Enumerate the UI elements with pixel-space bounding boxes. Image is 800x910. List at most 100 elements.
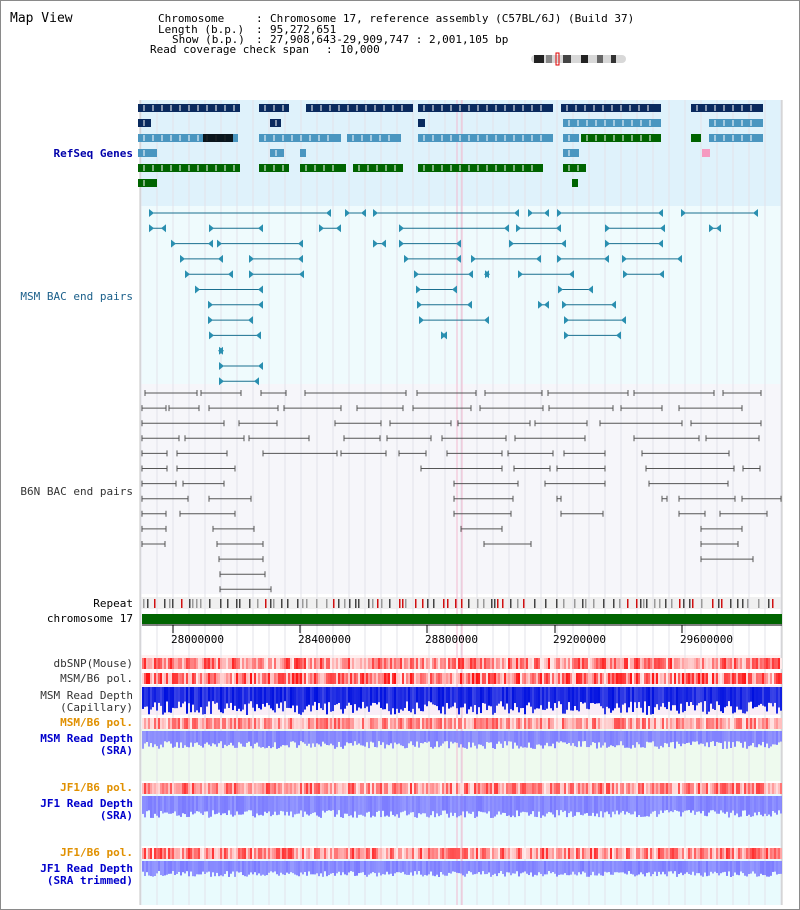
msm-sra-depth-bar (510, 731, 512, 742)
jf1-b6-pol-2-cell (474, 848, 476, 859)
msm-b6-pol-cell (252, 673, 254, 684)
jf1-sra-depth-bar (184, 796, 186, 815)
msm-sra-depth-bar (256, 731, 258, 743)
jf1-b6-pol-2-cell (522, 848, 524, 859)
msm-b6-pol-2-cell (160, 718, 162, 729)
msm-sra-depth-bar (344, 731, 346, 746)
track-label-msm-b6-pol[interactable]: MSM/B6 pol. (60, 672, 133, 685)
msm-sra-depth-bar (470, 731, 472, 748)
repeat-element (455, 599, 457, 608)
jf1-trim-depth-bar (160, 861, 162, 876)
refseq-gene (347, 134, 401, 142)
jf1-b6-pol-cell (610, 783, 612, 794)
jf1-b6-pol-2-cell (722, 848, 724, 859)
msm-b6-pol-2-cell (394, 718, 396, 729)
track-label-jf1-read-depth-sra[interactable]: JF1 Read Depth (40, 797, 133, 810)
refseq-gene (306, 104, 413, 112)
msm-b6-pol-2-cell (342, 718, 344, 729)
track-label-msm-bac-end-pairs[interactable]: MSM BAC end pairs (20, 290, 133, 303)
track-label-dbsnp[interactable]: dbSNP(Mouse) (53, 657, 133, 670)
jf1-b6-pol-cell (340, 783, 342, 794)
track-label-jf1-b6-pol[interactable]: JF1/B6 pol. (60, 781, 133, 794)
jf1-b6-pol-cell (220, 783, 222, 794)
msm-b6-pol-2-cell (470, 718, 472, 729)
msm-sra-depth-bar (382, 731, 384, 743)
jf1-b6-pol-2-cell (584, 848, 586, 859)
jf1-b6-pol-cell (636, 783, 638, 794)
jf1-b6-pol-cell (226, 783, 228, 794)
msm-bac-end-marker (564, 331, 569, 340)
jf1-trim-depth-bar (200, 861, 202, 875)
chromosome-ideogram[interactable] (531, 54, 626, 64)
jf1-b6-pol-cell (706, 783, 708, 794)
jf1-b6-pol-cell (396, 783, 398, 794)
jf1-sra-depth-bar (644, 796, 646, 817)
msm-bac-end-marker (373, 239, 378, 248)
jf1-b6-pol-cell (486, 783, 488, 794)
jf1-sra-depth-bar (686, 796, 688, 811)
jf1-b6-pol-2-cell (386, 848, 388, 859)
jf1-sra-depth-bar (754, 796, 756, 813)
jf1-trim-depth-bar (702, 861, 704, 877)
jf1-trim-depth-bar (770, 861, 772, 876)
msm-b6-pol-cell (630, 673, 632, 684)
msm-sra-depth-bar (676, 731, 678, 742)
jf1-b6-pol-2-cell (280, 848, 282, 859)
dbsnp-density-cell (644, 658, 646, 669)
msm-b6-pol-cell (392, 673, 394, 684)
msm-b6-pol-2-cell (546, 718, 548, 729)
msm-b6-pol-2-cell (466, 718, 468, 729)
msm-b6-pol-cell (452, 673, 454, 684)
msm-capillary-depth-bar (166, 687, 168, 702)
repeat-element (665, 599, 667, 608)
msm-capillary-depth-bar (338, 687, 340, 703)
msm-b6-pol-2-cell (580, 718, 582, 729)
dbsnp-density-cell (378, 658, 380, 669)
dbsnp-density-cell (412, 658, 414, 669)
msm-b6-pol-cell (400, 673, 402, 684)
jf1-b6-pol-cell (724, 783, 726, 794)
jf1-trim-depth-bar (420, 861, 422, 875)
jf1-trim-depth-bar (562, 861, 564, 875)
repeat-element (545, 599, 547, 608)
jf1-b6-pol-2-cell (478, 848, 480, 859)
jf1-b6-pol-2-cell (450, 848, 452, 859)
jf1-b6-pol-2-cell (184, 848, 186, 859)
dbsnp-density-cell (278, 658, 280, 669)
track-label-refseq-genes[interactable]: RefSeq Genes (53, 147, 133, 160)
jf1-sra-depth-bar (254, 796, 256, 818)
track-label-jf1-b6-pol-2[interactable]: JF1/B6 pol. (60, 846, 133, 859)
msm-b6-pol-2-cell (544, 718, 546, 729)
msm-capillary-depth-bar (686, 687, 688, 703)
track-label-msm-read-depth-capillary[interactable]: MSM Read Depth (40, 689, 133, 702)
msm-sra-depth-bar (428, 731, 430, 742)
msm-b6-pol-cell (244, 673, 246, 684)
jf1-b6-pol-2-cell (496, 848, 498, 859)
track-label-msm-b6-pol-2[interactable]: MSM/B6 pol. (60, 716, 133, 729)
msm-capillary-depth-bar (452, 687, 454, 707)
track-label-msm-read-depth-sra[interactable]: MSM Read Depth (40, 732, 133, 745)
jf1-trim-depth-bar (152, 861, 154, 877)
msm-b6-pol-cell (208, 673, 210, 684)
track-label-b6n-bac-end-pairs[interactable]: B6N BAC end pairs (20, 485, 133, 498)
msm-capillary-depth-bar (446, 687, 448, 704)
track-label-jf1-read-depth-trimmed[interactable]: JF1 Read Depth (40, 862, 133, 875)
jf1-b6-pol-cell (442, 783, 444, 794)
jf1-sra-depth-bar (450, 796, 452, 813)
repeat-element (585, 599, 587, 608)
msm-b6-pol-2-cell (516, 718, 518, 729)
jf1-sra-depth-bar (606, 796, 608, 812)
msm-capillary-depth-bar (252, 687, 254, 708)
jf1-trim-depth-bar (218, 861, 220, 877)
jf1-sra-depth-bar (766, 796, 768, 817)
msm-capillary-depth-bar (684, 687, 686, 711)
dbsnp-density-cell (750, 658, 752, 669)
msm-b6-pol-cell (292, 673, 294, 684)
dbsnp-density-cell (568, 658, 570, 669)
msm-capillary-depth-bar (720, 687, 722, 712)
msm-b6-pol-cell (756, 673, 758, 684)
jf1-sra-depth-bar (468, 796, 470, 814)
dbsnp-density-cell (162, 658, 164, 669)
repeat-element (747, 599, 749, 608)
jf1-b6-pol-2-cell (352, 848, 354, 859)
